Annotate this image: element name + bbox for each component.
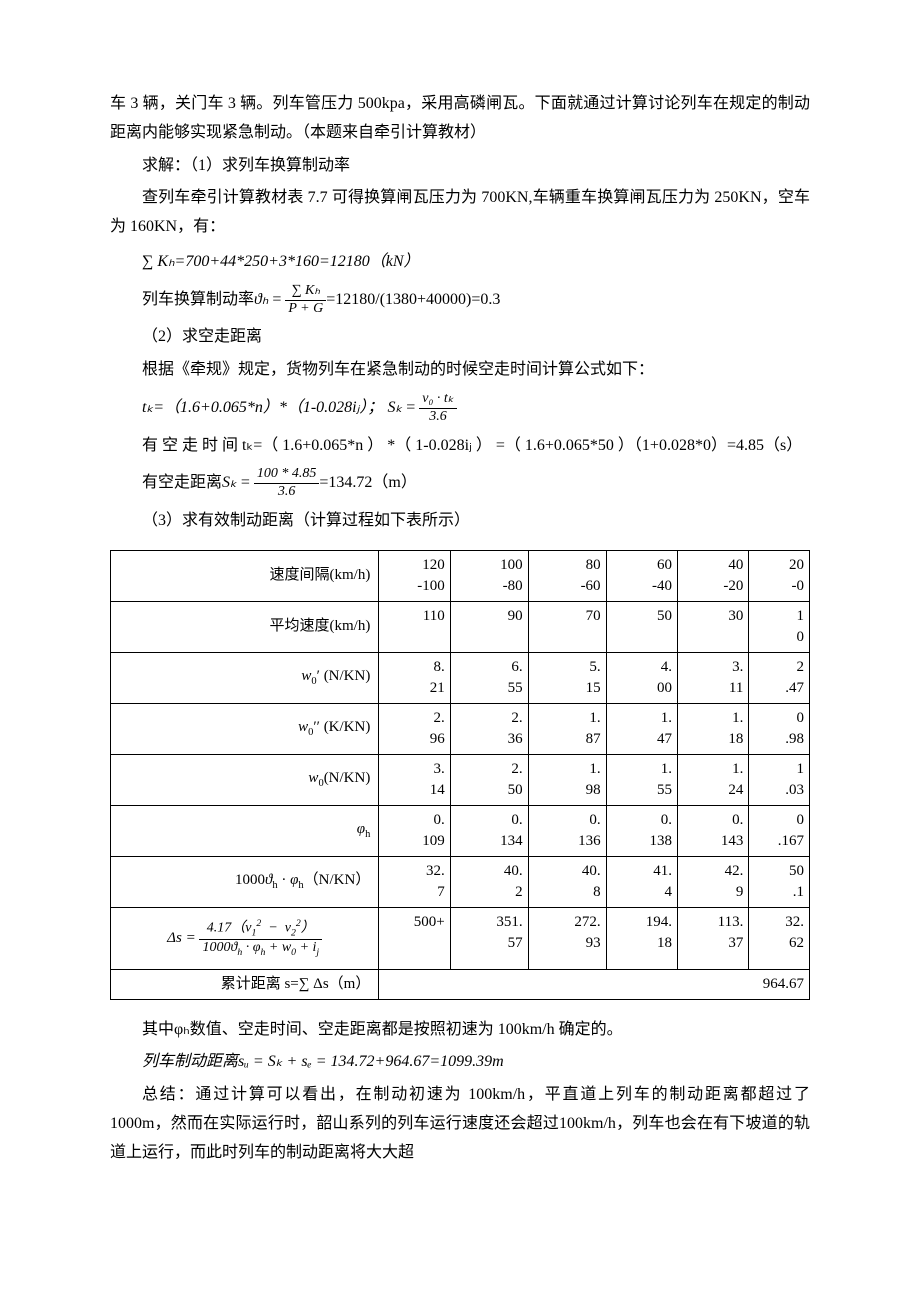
ratio-fraction: ∑ KₕP + G <box>285 283 326 318</box>
table-cell: 3. 14 <box>379 754 450 805</box>
table-cell: 1 .03 <box>749 754 810 805</box>
table-cell: 20 -0 <box>749 550 810 601</box>
table-cell: 500+ <box>379 907 450 969</box>
tk-pre: tₖ=（1.6+0.065*n）*（1-0.028iⱼ）； <box>142 399 383 416</box>
total-value: 964.67 <box>379 969 810 999</box>
table-cell: 113. 37 <box>677 907 748 969</box>
ratio-num: ∑ Kₕ <box>285 283 326 301</box>
intro-p3: 查列车牵引计算教材表 7.7 可得换算闸瓦压力为 700KN,车辆重车换算闸瓦压… <box>110 184 810 242</box>
ratio-label: 列车换算制动率 <box>142 291 254 308</box>
ratio-eq: = <box>268 291 285 308</box>
sk-fraction: v₀ · tₖ3.6 <box>419 391 456 426</box>
table-cell: 2. 96 <box>379 703 450 754</box>
table-cell: 1. 55 <box>606 754 677 805</box>
sk-var: Sₖ <box>387 399 402 416</box>
table-cell: 60 -40 <box>606 550 677 601</box>
sk-fraction2: 100 * 4.853.6 <box>254 466 320 501</box>
sk-formula2: 有空走距离Sₖ = 100 * 4.853.6=134.72（m） <box>142 466 810 501</box>
calc-table: 速度间隔(km/h)120 -100100 -8080 -6060 -4040 … <box>110 550 810 1000</box>
concl-p2-text: 列车制动距离sᵤ = Sₖ + sₑ = 134.72+964.67=1099.… <box>142 1053 504 1070</box>
intro-p1: 车 3 辆，关门车 3 辆。列车管压力 500kpa，采用高磷闸瓦。下面就通过计… <box>110 90 810 148</box>
table-cell: 42. 9 <box>677 856 748 907</box>
table-row-head: φh <box>111 805 379 856</box>
sect2-p1: 根据《牵规》规定，货物列车在紧急制动的时候空走时间计算公式如下： <box>110 356 810 385</box>
ratio-var: ϑₕ <box>254 291 268 308</box>
concl-p1: 其中φₕ数值、空走时间、空走距离都是按照初速为 100km/h 确定的。 <box>110 1016 810 1045</box>
table-row-head: 平均速度(km/h) <box>111 601 379 652</box>
table-cell: 90 <box>450 601 528 652</box>
tk-formula: tₖ=（1.6+0.065*n）*（1-0.028iⱼ）； Sₖ = v₀ · … <box>142 391 810 426</box>
sect2-title: （2）求空走距离 <box>110 323 810 352</box>
table-cell: 50 .1 <box>749 856 810 907</box>
ratio-den: P + G <box>285 301 326 318</box>
table-cell: 2. 36 <box>450 703 528 754</box>
table-cell: 32. 62 <box>749 907 810 969</box>
table-cell: 32. 7 <box>379 856 450 907</box>
table-cell: 1. 24 <box>677 754 748 805</box>
table-cell: 100 -80 <box>450 550 528 601</box>
table-row-head: 1000ϑh · φh（N/KN） <box>111 856 379 907</box>
table-cell: 1 0 <box>749 601 810 652</box>
table-cell: 1. 47 <box>606 703 677 754</box>
table-row-head: 速度间隔(km/h) <box>111 550 379 601</box>
sk-den: 3.6 <box>419 409 456 426</box>
table-cell: 351. 57 <box>450 907 528 969</box>
table-cell: 0. 143 <box>677 805 748 856</box>
total-label: 累计距离 s=∑ Δs（m） <box>111 969 379 999</box>
intro-p2: 求解：（1）求列车换算制动率 <box>110 152 810 181</box>
table-cell: 120 -100 <box>379 550 450 601</box>
table-row-head: w0′′ (K/KN) <box>111 703 379 754</box>
table-cell: 1. 18 <box>677 703 748 754</box>
table-cell: 272. 93 <box>528 907 606 969</box>
table-cell: 0. 134 <box>450 805 528 856</box>
table-cell: 0. 138 <box>606 805 677 856</box>
table-row-head: w0(N/KN) <box>111 754 379 805</box>
table-cell: 30 <box>677 601 748 652</box>
table-cell: 8. 21 <box>379 652 450 703</box>
tk-line: 有 空 走 时 间 tₖ=（ 1.6+0.065*n ） *（ 1-0.028i… <box>110 432 810 461</box>
table-cell: 50 <box>606 601 677 652</box>
table-cell: 40. 2 <box>450 856 528 907</box>
table-cell: 0. 136 <box>528 805 606 856</box>
table-row-head: w0′ (N/KN) <box>111 652 379 703</box>
sk-label: 有空走距离 <box>142 474 222 491</box>
table-cell: 40 -20 <box>677 550 748 601</box>
table-cell: 80 -60 <box>528 550 606 601</box>
sk-num: v₀ · tₖ <box>419 391 456 409</box>
concl-p3: 总结：通过计算可以看出，在制动初速为 100km/h，平直道上列车的制动距离都超… <box>110 1081 810 1167</box>
table-cell: 2. 50 <box>450 754 528 805</box>
table-cell: 70 <box>528 601 606 652</box>
concl-p2: 列车制动距离sᵤ = Sₖ + sₑ = 134.72+964.67=1099.… <box>110 1048 810 1077</box>
sk-num2: 100 * 4.85 <box>254 466 320 484</box>
table-cell: 5. 15 <box>528 652 606 703</box>
table-cell: 1. 98 <box>528 754 606 805</box>
table-cell: 41. 4 <box>606 856 677 907</box>
sk-result: =134.72（m） <box>319 474 416 491</box>
sect3-title: （3）求有效制动距离（计算过程如下表所示） <box>110 507 810 536</box>
table-cell: 0. 109 <box>379 805 450 856</box>
table-cell: 194. 18 <box>606 907 677 969</box>
table-cell: 40. 8 <box>528 856 606 907</box>
table-cell: 6. 55 <box>450 652 528 703</box>
table-cell: 0 .98 <box>749 703 810 754</box>
table-cell: 3. 11 <box>677 652 748 703</box>
table-cell: 1. 87 <box>528 703 606 754</box>
sum-k-formula: ∑ Kₕ=700+44*250+3*160=12180（kN） <box>142 248 810 277</box>
table-cell: 2 .47 <box>749 652 810 703</box>
table-cell: 110 <box>379 601 450 652</box>
sk-var2: Sₖ <box>222 474 237 491</box>
table-cell: 4. 00 <box>606 652 677 703</box>
sum-k-text: ∑ Kₕ=700+44*250+3*160=12180（kN） <box>142 253 420 270</box>
table-cell: 0 .167 <box>749 805 810 856</box>
sk-den2: 3.6 <box>254 484 320 501</box>
table-row-head: Δs = 4.17（v12 − v22）1000ϑh · φh + w0 + i… <box>111 907 379 969</box>
ratio-formula: 列车换算制动率ϑₕ = ∑ KₕP + G=12180/(1380+40000)… <box>142 283 810 318</box>
ratio-result: =12180/(1380+40000)=0.3 <box>326 291 500 308</box>
